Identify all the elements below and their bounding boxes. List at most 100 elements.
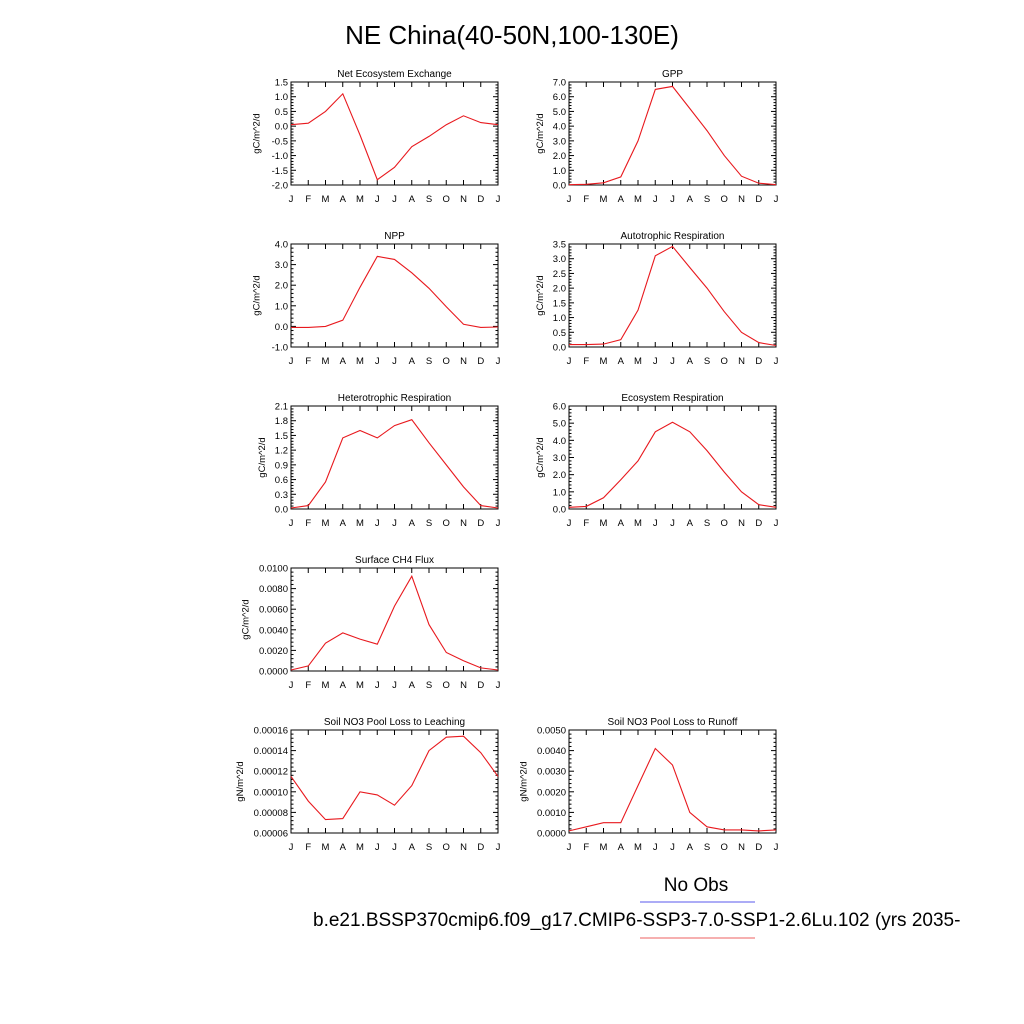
x-tick-label: A — [409, 842, 416, 853]
x-tick-label: A — [340, 680, 347, 691]
x-tick-label: M — [600, 842, 608, 853]
x-tick-label: S — [426, 518, 432, 529]
y-tick-label: 0.00016 — [254, 726, 288, 737]
x-tick-label: J — [496, 518, 501, 529]
y-tick-label: 0.0020 — [259, 646, 288, 657]
y-tick-label: 7.0 — [553, 78, 566, 89]
x-tick-label: J — [375, 842, 380, 853]
series-line-0 — [568, 747, 777, 832]
y-tick-label: 1.0 — [553, 487, 566, 498]
legend: No Obs b.e21.BSSP370cmip6.f09_g17.CMIP6-… — [313, 875, 960, 939]
panel-title: Net Ecosystem Exchange — [337, 69, 452, 80]
x-tick-label: F — [305, 680, 311, 691]
series-line-0 — [290, 735, 499, 821]
x-tick-label: J — [567, 842, 572, 853]
plot-frame — [290, 405, 499, 510]
y-axis-label: gC/m^2/d — [257, 437, 268, 477]
x-tick-label: F — [583, 842, 589, 853]
x-tick-label: M — [356, 680, 364, 691]
y-tick-label: 2.1 — [275, 402, 288, 413]
x-tick-label: M — [634, 194, 642, 205]
x-tick-label: A — [409, 194, 416, 205]
x-tick-label: O — [721, 194, 728, 205]
y-axis-label: gC/m^2/d — [241, 599, 252, 639]
y-tick-label: 0.00008 — [254, 808, 288, 819]
x-tick-label: J — [496, 194, 501, 205]
x-tick-label: A — [340, 356, 347, 367]
x-tick-label: S — [704, 518, 710, 529]
y-tick-label: 2.0 — [553, 470, 566, 481]
x-tick-label: J — [774, 194, 779, 205]
x-tick-label: J — [653, 518, 658, 529]
x-tick-label: M — [600, 518, 608, 529]
y-tick-label: 5.0 — [553, 419, 566, 430]
panel-title: Surface CH4 Flux — [355, 555, 434, 566]
x-tick-label: N — [738, 518, 745, 529]
y-tick-label: 0.0080 — [259, 584, 288, 595]
x-tick-label: J — [392, 680, 397, 691]
x-tick-label: J — [289, 518, 294, 529]
y-tick-label: 0.0050 — [537, 726, 566, 737]
x-tick-label: J — [567, 194, 572, 205]
y-tick-label: 0.00014 — [254, 746, 288, 757]
panel-title: GPP — [662, 69, 683, 80]
series-line-0 — [290, 419, 499, 509]
y-tick-label: 0.0040 — [259, 625, 288, 636]
y-tick-label: 0.0000 — [537, 829, 566, 840]
x-tick-label: O — [721, 356, 728, 367]
x-tick-label: M — [600, 194, 608, 205]
x-tick-label: S — [426, 842, 432, 853]
x-tick-label: N — [460, 842, 467, 853]
x-tick-label: J — [289, 680, 294, 691]
x-tick-label: O — [443, 194, 450, 205]
y-tick-label: 3.0 — [553, 136, 566, 147]
y-tick-label: 0.3 — [275, 490, 288, 501]
x-tick-label: M — [322, 194, 330, 205]
y-tick-label: 0.0 — [275, 322, 288, 333]
panel-title: Ecosystem Respiration — [621, 393, 723, 404]
x-tick-label: D — [477, 680, 484, 691]
y-axis-label: gC/m^2/d — [535, 275, 546, 315]
x-tick-label: J — [653, 194, 658, 205]
series-line-0 — [290, 92, 499, 181]
x-tick-label: F — [305, 518, 311, 529]
x-tick-label: M — [356, 842, 364, 853]
x-tick-label: J — [392, 518, 397, 529]
panel-title: Soil NO3 Pool Loss to Leaching — [324, 717, 465, 728]
x-tick-label: M — [634, 842, 642, 853]
y-tick-label: 1.2 — [275, 446, 288, 457]
y-tick-label: 0.0030 — [537, 767, 566, 778]
plot-frame — [290, 81, 499, 186]
y-tick-label: 0.6 — [275, 475, 288, 486]
y-tick-label: 1.5 — [553, 298, 566, 309]
x-tick-label: A — [340, 194, 347, 205]
y-tick-label: 4.0 — [553, 122, 566, 133]
y-tick-label: 2.0 — [553, 151, 566, 162]
x-tick-label: J — [375, 680, 380, 691]
y-tick-label: 1.0 — [553, 313, 566, 324]
plot-frame — [568, 81, 777, 186]
x-tick-label: A — [687, 842, 694, 853]
y-tick-label: 6.0 — [553, 402, 566, 413]
x-tick-label: J — [653, 842, 658, 853]
x-tick-label: O — [721, 842, 728, 853]
x-tick-label: J — [670, 518, 675, 529]
x-tick-label: M — [356, 356, 364, 367]
x-tick-label: J — [774, 842, 779, 853]
y-tick-label: 1.0 — [275, 92, 288, 103]
x-tick-label: N — [460, 518, 467, 529]
y-tick-label: 0.0 — [275, 122, 288, 133]
y-tick-label: 0.0020 — [537, 787, 566, 798]
x-tick-label: N — [738, 356, 745, 367]
x-tick-label: O — [443, 842, 450, 853]
x-tick-label: J — [392, 356, 397, 367]
x-tick-label: N — [460, 356, 467, 367]
x-tick-label: D — [755, 194, 762, 205]
x-tick-label: N — [460, 194, 467, 205]
